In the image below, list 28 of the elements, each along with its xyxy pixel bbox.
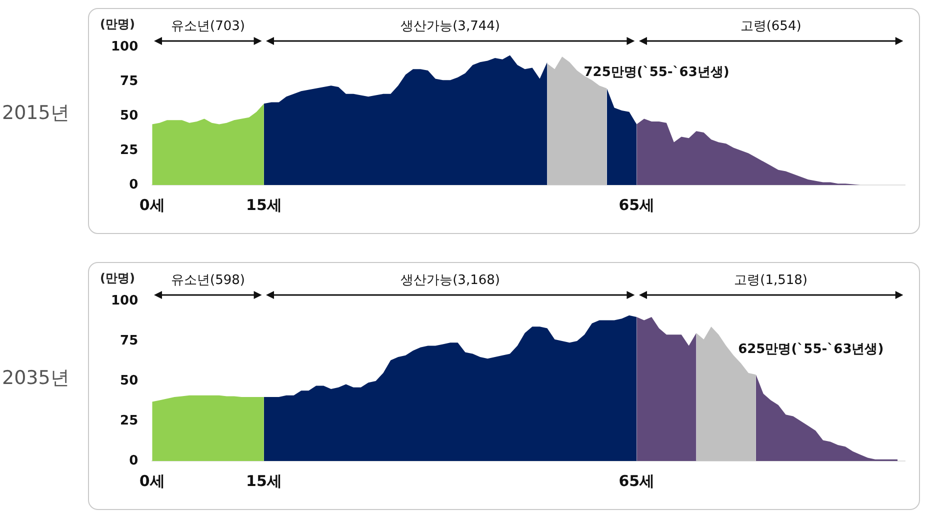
x-tick-label: 0세 [139,472,165,490]
y-tick-label: 25 [120,413,138,428]
x-tick-label: 65세 [618,472,655,490]
text: 유소년(598) [171,272,246,289]
y-tick-label: 50 [120,373,138,388]
y-tick-label: 100 [110,39,138,54]
y-tick-label: 25 [120,142,138,158]
y-tick-label: 50 [120,108,138,124]
y-tick-label: 75 [120,74,138,89]
y-axis-title: (만명) [100,16,135,33]
y-axis-title: (만명) [100,270,135,287]
text: 2015년 [2,101,70,126]
x-tick-label: 15세 [246,472,282,490]
text: 2035년 [2,366,70,391]
text: 고령(1,518) [734,272,808,289]
x-tick-label: 0세 [139,196,165,214]
y-tick-label: 100 [110,293,138,308]
text: 고령(654) [740,18,802,35]
y-tick-label: 0 [129,177,138,192]
text: 유소년(703) [171,18,246,35]
y-tick-label: 0 [129,453,138,468]
annotation: 725만명(`55-`63년생) [584,64,730,81]
x-tick-label: 15세 [246,196,282,214]
y-tick-label: 75 [120,333,138,348]
x-tick-label: 65세 [618,196,655,214]
text: 생산가능(3,744) [400,18,500,35]
text: 생산가능(3,168) [400,272,500,289]
annotation: 625만명(`55-`63년생) [738,341,884,358]
